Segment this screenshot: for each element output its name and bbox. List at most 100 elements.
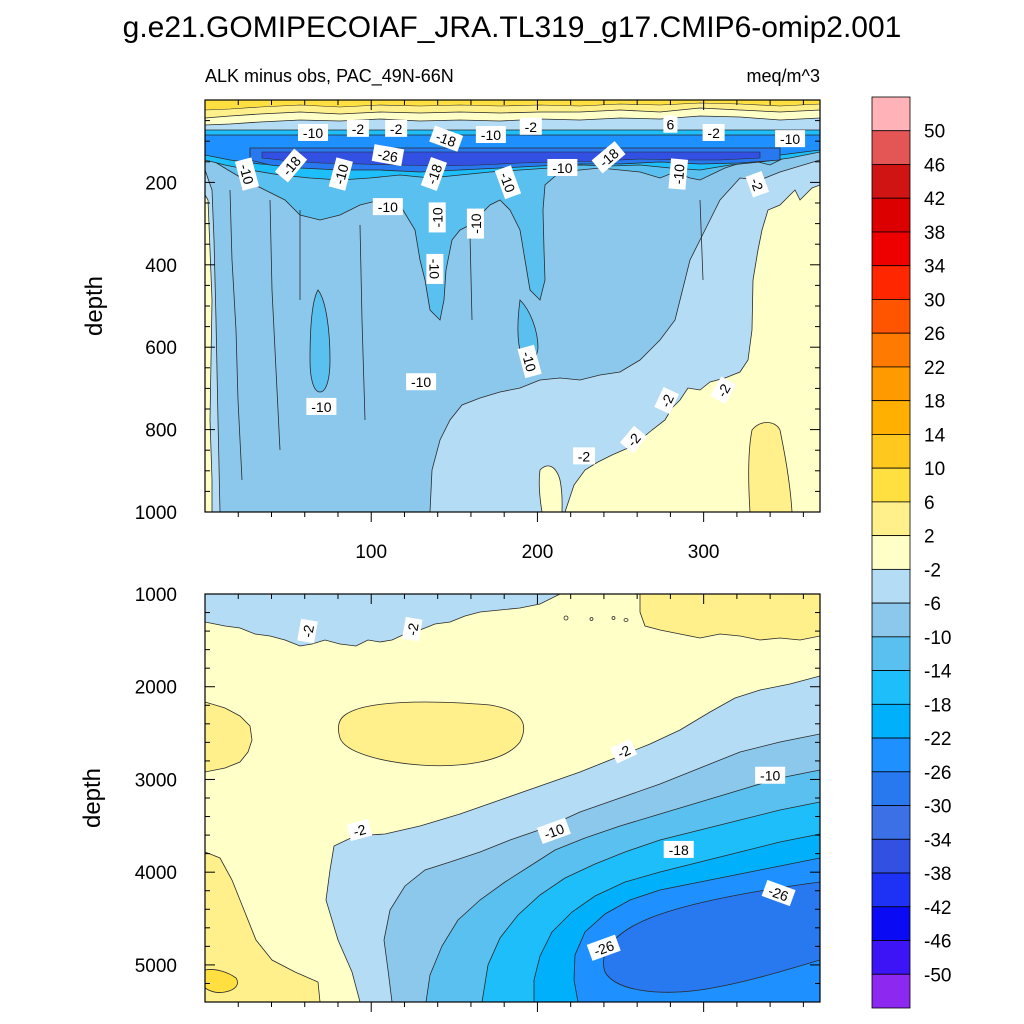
colorbar-swatch [871, 670, 911, 705]
lower-panel [205, 594, 820, 1002]
contour-label: -18 [274, 148, 308, 183]
contour-label-text: -2 [404, 622, 422, 637]
colorbar-swatch [871, 96, 911, 132]
contour-label-box [610, 738, 638, 764]
colorbar-label: 18 [924, 392, 945, 413]
contour-label: -10 [494, 165, 522, 200]
contour-label-box [306, 397, 337, 415]
colorbar-swatch [871, 973, 911, 1009]
colorbar-swatch [871, 164, 911, 199]
upper-y-axis-label: depth [81, 276, 108, 336]
colorbar-label: 2 [924, 527, 935, 548]
upper-contour-labels: -10 -2 -2 -18 -10-2 6-2 -10-26-18-10 -10 -18 -10-… [234, 115, 806, 465]
contour-label: -26 [761, 879, 796, 907]
colorbar-swatch [871, 467, 911, 503]
colorbar-swatch [871, 838, 911, 874]
colorbar-label: -26 [924, 763, 951, 784]
contour-label-text: -2 [707, 125, 720, 141]
upper-axis-ticks: 200 400 600 800 1000 100 200 300 [135, 99, 820, 563]
contour-label-text: -2 [578, 448, 591, 464]
contour-label: -18 [420, 156, 448, 191]
colorbar-swatch [871, 737, 911, 773]
colorbar-label: -46 [924, 932, 951, 953]
contour-label: -10 [475, 126, 506, 144]
contour-label: -10 [426, 253, 444, 284]
lower-plus2-left [205, 701, 253, 773]
colorbar-swatch [871, 130, 911, 165]
upper-deep-warm-patch [748, 422, 793, 512]
colorbar-swatch [871, 434, 911, 469]
upper-field-minus10-b [309, 289, 331, 393]
contour-label: -26 [586, 934, 621, 961]
contour-label: -26 [371, 144, 405, 167]
contour-label-text: -10 [497, 170, 519, 195]
contour-label-text: -10 [430, 207, 446, 227]
contour-label: -18 [429, 125, 464, 152]
lower-y-tick-label: 3000 [135, 770, 177, 791]
colorbar-label: -34 [924, 830, 952, 851]
upper-y-tick-label: 200 [145, 173, 177, 194]
contour-label: -10 [536, 817, 571, 845]
contour-label-text: -2 [299, 623, 317, 638]
lower-y-axis-label: depth [79, 768, 106, 828]
contour-label-text: -10 [411, 374, 431, 390]
colorbar-swatch [871, 940, 911, 975]
contour-label-text: -2 [747, 176, 766, 193]
contour-label-box [234, 157, 260, 191]
colorbar-label: 38 [924, 223, 945, 244]
contour-label: -10 [517, 344, 542, 379]
lower-plus6-bottom-left [205, 969, 238, 993]
contour-label-text: -26 [766, 883, 791, 905]
colorbar-swatch [871, 197, 911, 233]
contour-label: -2 [745, 171, 770, 198]
colorbar-label: -6 [924, 594, 941, 615]
colorbar-label: 14 [924, 425, 946, 446]
colorbar-label: -22 [924, 729, 951, 750]
contour-label-text: -26 [592, 937, 617, 959]
colorbar-swatch [871, 872, 911, 908]
contour-label: -2 [572, 447, 595, 465]
contour-label-box [619, 425, 648, 454]
contour-label-text: -10 [780, 131, 800, 147]
x-tick-label: 100 [355, 542, 387, 563]
upper-y-tick-label: 600 [145, 338, 177, 359]
colorbar-label: 26 [924, 324, 945, 345]
contour-label-box [297, 618, 318, 644]
upper-isoline-1 [229, 189, 704, 481]
colorbar-label: -50 [924, 965, 951, 986]
chart-units-label: meq/m^3 [747, 66, 820, 86]
colorbar-label: 6 [924, 493, 935, 514]
contour-label-box [372, 198, 403, 216]
contour-label: -10 [428, 202, 446, 233]
colorbar-swatch [871, 400, 911, 435]
contour-label: -2 [710, 376, 737, 404]
contour-label-box [654, 386, 679, 415]
contour-label-box [494, 165, 522, 200]
contour-label: -2 [385, 119, 408, 137]
lower-dots [563, 615, 629, 622]
lower-y-tick-label: 4000 [135, 863, 177, 884]
contour-label-box [745, 171, 770, 198]
upper-deep-warm-patch-2 [538, 465, 563, 512]
colorbar-label: -42 [924, 898, 951, 919]
contour-label: -2 [654, 386, 679, 415]
contour-label-text: -10 [552, 160, 572, 176]
contour-label: -2 [702, 123, 725, 141]
contour-label: -2 [619, 425, 648, 454]
contour-label-box [328, 157, 353, 191]
colorbar-swatch [871, 771, 911, 806]
colorbar-label: 10 [924, 459, 945, 480]
upper-y-tick-label: 800 [145, 421, 177, 442]
contour-label-box [572, 447, 595, 465]
colorbar-label: 50 [924, 122, 945, 143]
colorbar: 50 46 42 38 34 30 26 22 18 14 10 6 2 -2 -6 -10 -14 -18 -22… [871, 96, 952, 1009]
colorbar-label: -18 [924, 695, 951, 716]
contour-label-text: -10 [481, 127, 501, 143]
contour-label-box [429, 125, 464, 152]
contour-label-box [536, 817, 571, 845]
lower-plus2-bottom-left [205, 851, 321, 1002]
contour-label-text: -10 [236, 162, 257, 186]
contour-label-box [663, 115, 678, 133]
contour-label: -10 [755, 766, 786, 784]
